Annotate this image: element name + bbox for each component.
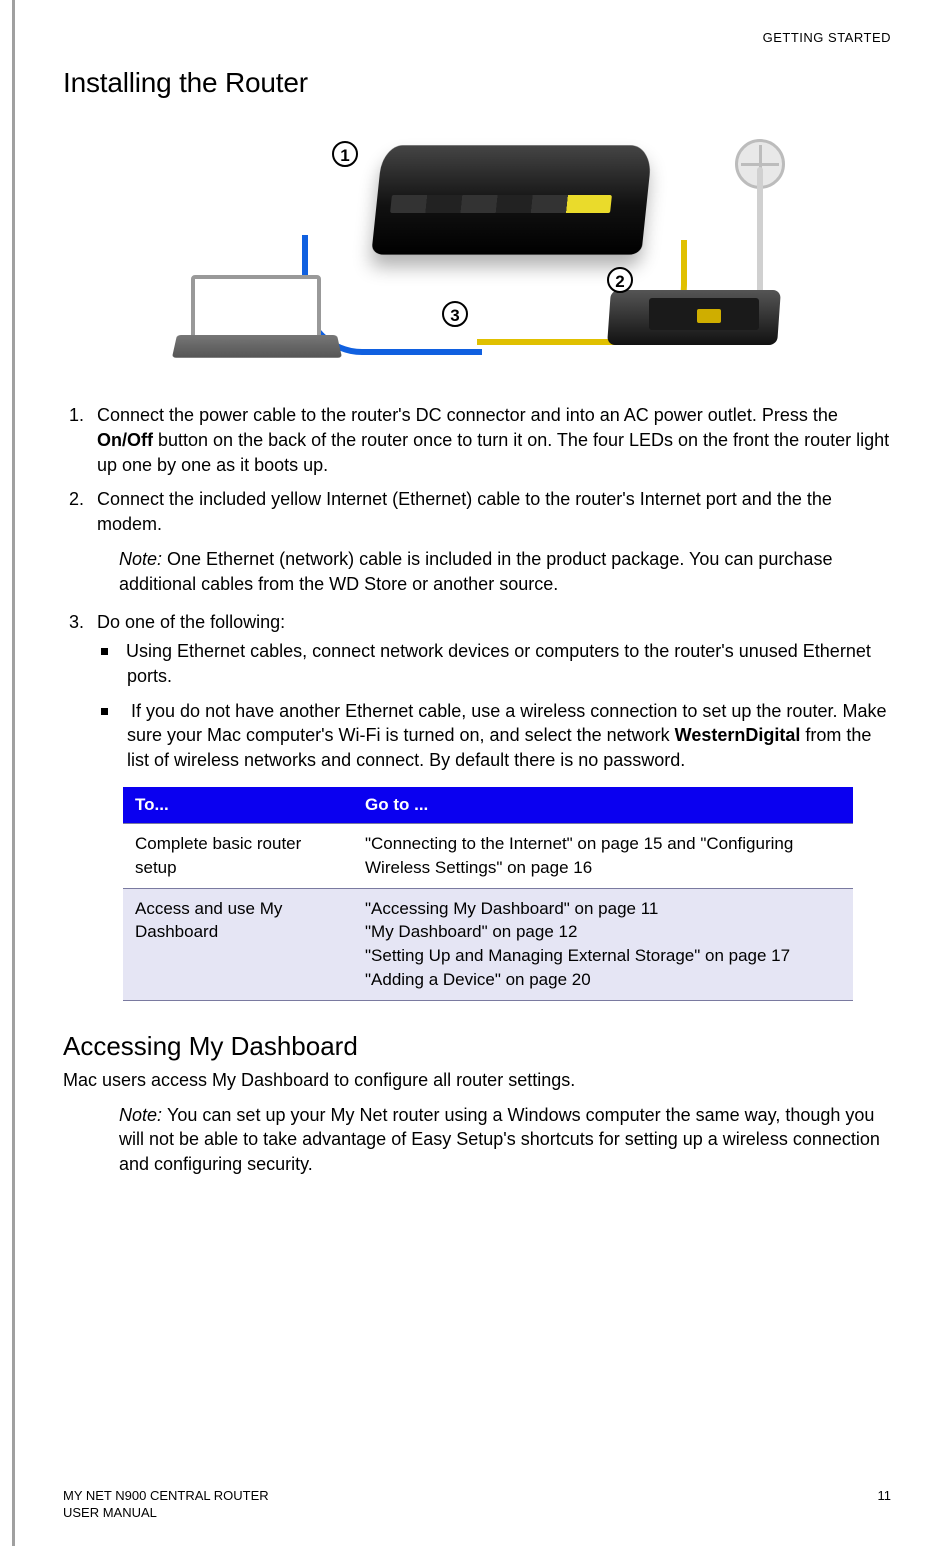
reference-table: To... Go to ... Complete basic router se… [123,787,853,1001]
table-cell-goto: "Accessing My Dashboard" on page 11 "My … [353,888,853,1000]
step-3-bullet-1: Using Ethernet cables, connect network d… [127,639,891,689]
step-3-intro: Do one of the following: [97,612,285,632]
note-2: Note: You can set up your My Net router … [119,1103,891,1176]
subheading: Accessing My Dashboard [63,1031,891,1062]
section-header: GETTING STARTED [63,30,891,45]
table-row: Complete basic router setup "Connecting … [123,824,853,889]
table-cell-to: Complete basic router setup [123,824,353,889]
page-footer: MY NET N900 CENTRAL ROUTER USER MANUAL 1… [63,1488,891,1522]
footer-doc: USER MANUAL [63,1505,269,1522]
step-1-text-pre: Connect the power cable to the router's … [97,405,838,425]
note-2-text: You can set up your My Net router using … [119,1105,880,1174]
table-cell-to: Access and use My Dashboard [123,888,353,1000]
footer-page-number: 11 [878,1488,892,1522]
step-3-bullet-2: If you do not have another Ethernet cabl… [127,699,891,773]
step-3-b2-bold: WesternDigital [675,725,801,745]
table-cell-goto: "Connecting to the Internet" on page 15 … [353,824,853,889]
note-2-label: Note: [119,1105,167,1125]
step-2: Connect the included yellow Internet (Et… [89,487,891,537]
modem-port-graphic [697,309,721,323]
laptop-graphic [177,275,337,367]
callout-1: 1 [332,141,358,167]
callout-3: 3 [442,301,468,327]
footer-product: MY NET N900 CENTRAL ROUTER [63,1488,269,1505]
callout-2: 2 [607,267,633,293]
note-1: Note: One Ethernet (network) cable is in… [119,547,891,596]
step-1: Connect the power cable to the router's … [89,403,891,477]
table-header-to: To... [123,787,353,824]
step-3: Do one of the following: Using Ethernet … [89,610,891,773]
router-ports-graphic [390,195,612,213]
note-1-text: One Ethernet (network) cable is included… [119,549,832,593]
step-1-bold: On/Off [97,430,153,450]
step-1-text-post: button on the back of the router once to… [97,430,889,475]
table-header-goto: Go to ... [353,787,853,824]
note-1-label: Note: [119,549,167,569]
page-title: Installing the Router [63,67,891,99]
install-diagram: 1 2 3 [147,115,807,375]
table-row: Access and use My Dashboard "Accessing M… [123,888,853,1000]
sub-intro: Mac users access My Dashboard to configu… [63,1068,891,1093]
